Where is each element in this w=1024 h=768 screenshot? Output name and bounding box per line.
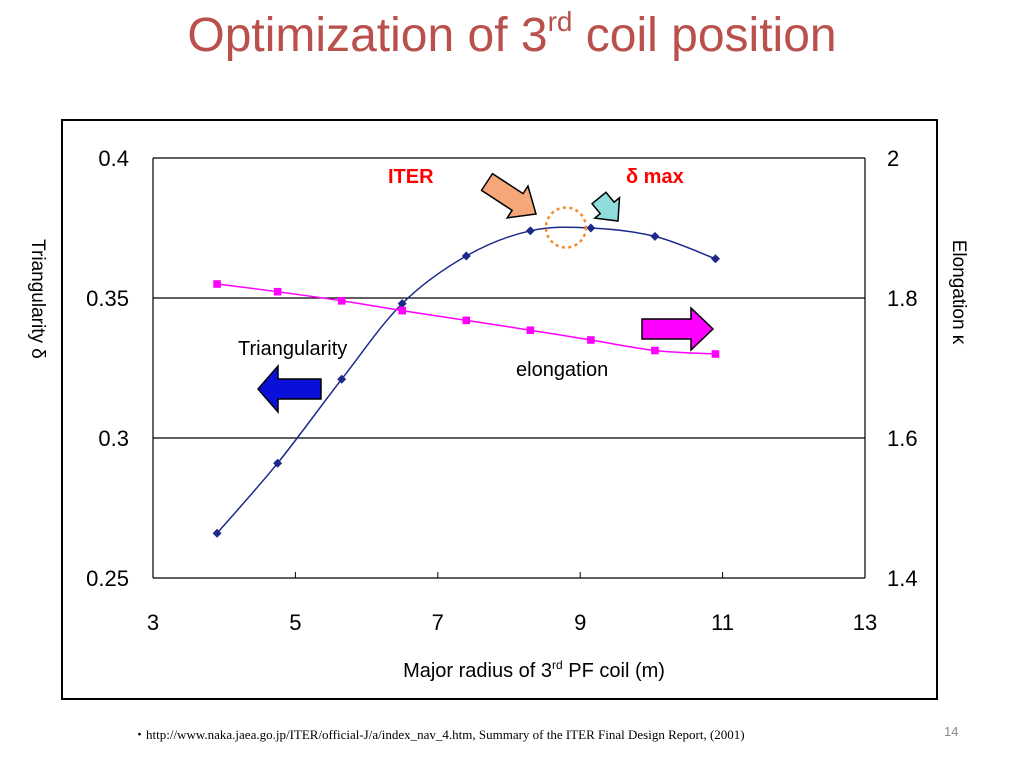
elongation-point [587,336,595,344]
triangularity-point [525,226,535,236]
elongation-point [337,297,346,305]
page-number: 14 [944,724,959,739]
chart-frame [61,119,938,700]
triangularity-label: Triangularity [238,338,347,360]
elongation-point [462,316,471,325]
x-tick-label: 13 [853,610,877,635]
x-axis-title: Major radius of 3rd PF coil (m) [403,658,665,682]
delta-max-arrow [591,191,621,222]
triangularity-point [337,374,347,384]
y-right-tick-label: 2 [887,146,899,171]
source-footnote: ・http://www.naka.jaea.go.jp/ITER/officia… [133,727,745,742]
x-tick-label: 9 [574,610,586,635]
elongation-point [213,280,221,288]
triangularity-point [212,528,222,538]
x-tick-label: 7 [432,610,444,635]
triangularity-point [273,458,283,468]
y-left-tick-label: 0.35 [86,286,129,311]
triangularity-point [461,251,471,261]
triangularity-point [397,299,407,309]
y-right-tick-label: 1.8 [887,286,918,311]
triangularity-series-line [216,226,716,534]
iter-label: ITER [388,166,434,188]
y-right-tick-label: 1.4 [887,566,918,591]
left-axis-arrow [257,363,322,415]
elongation-label: elongation [516,359,608,381]
slide-title: Optimization of 3rd coil position [187,6,837,63]
optimum-circle [544,206,588,249]
y-left-axis-title: Triangularity δ [27,239,48,359]
elongation-point [273,287,282,296]
elongation-point [398,306,406,315]
y-left-tick-label: 0.4 [98,146,129,171]
elongation-point [651,346,659,355]
triangularity-point [710,254,720,264]
elongation-point [526,326,535,334]
right-axis-arrow [641,306,715,352]
elongation-point [711,350,720,358]
delta-max-label: δ max [626,166,684,188]
y-left-tick-label: 0.3 [98,426,129,451]
x-tick-label: 5 [289,610,301,635]
triangularity-point [586,223,596,233]
triangularity-point [650,231,660,241]
iter-arrow [480,172,537,219]
x-tick-label: 3 [147,610,159,635]
x-tick-label: 11 [711,610,734,635]
y-right-axis-title: Elongation κ [948,239,969,345]
y-right-tick-label: 1.6 [887,426,918,451]
y-left-tick-label: 0.25 [86,566,129,591]
